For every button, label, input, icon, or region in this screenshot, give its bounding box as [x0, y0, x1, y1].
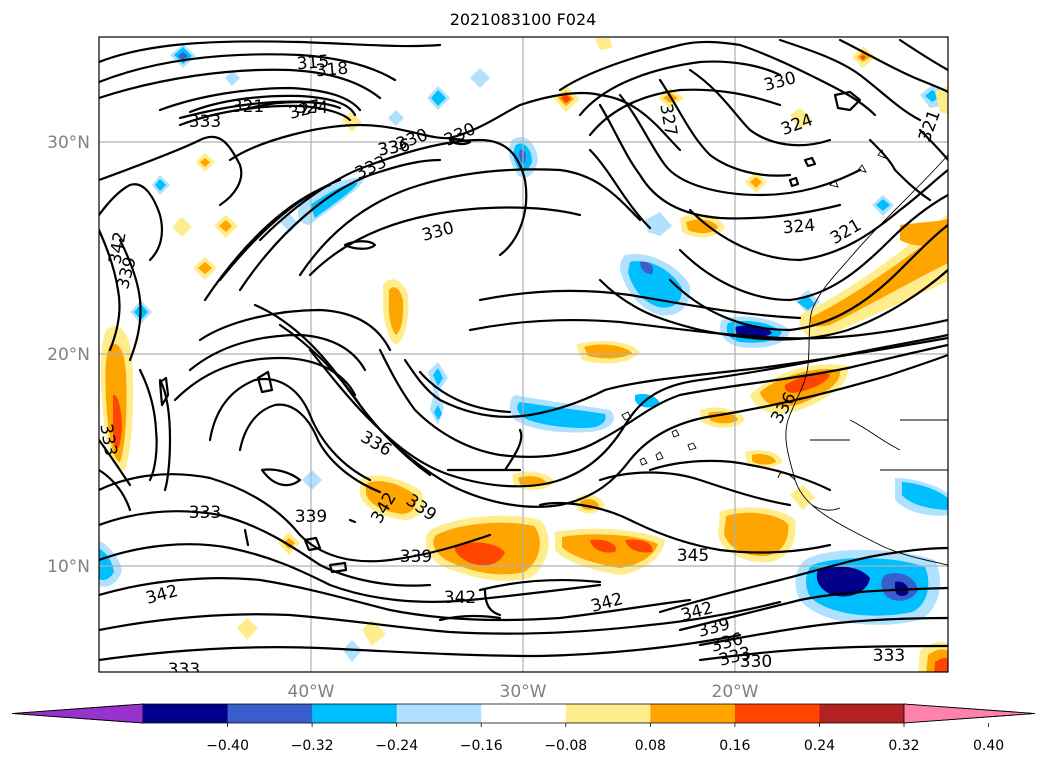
lon-label-40w: 40°W — [288, 682, 335, 702]
contour-label: 318 — [315, 59, 349, 82]
colorbar-tick-label: 0.40 — [973, 738, 1004, 754]
lat-label-10n: 10°N — [47, 557, 90, 577]
colorbar-over-arrow — [903, 703, 1036, 724]
contour-label: 333 — [95, 422, 120, 457]
colorbar-segment — [227, 704, 313, 723]
colorbar-segment — [734, 704, 820, 723]
colorbar-tick-label: 0.08 — [635, 738, 666, 754]
map-frame — [98, 36, 949, 673]
longitude-labels: 40°W 30°W 20°W — [288, 682, 759, 702]
contour-label: 321 — [232, 97, 264, 117]
colorbar-tick-label: 0.24 — [804, 738, 835, 754]
colorbar-segment — [312, 704, 398, 723]
colorbar-tick-label: −0.32 — [291, 738, 334, 754]
latitude-labels: 30°N 20°N 10°N — [47, 133, 90, 577]
colorbar-tick-label: 0.32 — [888, 738, 919, 754]
colorbar-frame — [11, 703, 1036, 724]
colorbar-segment — [481, 704, 567, 723]
contour-label: 345 — [677, 546, 709, 566]
colorbar-segment — [396, 704, 482, 723]
colorbar-segment — [565, 704, 651, 723]
contour-label: 333 — [189, 112, 221, 132]
lon-label-20w: 20°W — [712, 682, 759, 702]
contour-label: 324 — [782, 216, 816, 239]
contour-label: 339 — [295, 507, 327, 527]
colorbar-tick-label: −0.16 — [460, 738, 503, 754]
colorbar-tick-label: −0.40 — [206, 738, 249, 754]
contour-lines — [99, 38, 948, 662]
shaded-field — [99, 38, 948, 672]
graticule — [99, 37, 948, 672]
contour-label: 342 — [444, 588, 476, 608]
colorbar-segment — [819, 704, 905, 723]
contour-label: 333 — [189, 503, 221, 523]
contour-label: 330 — [740, 652, 772, 672]
contour-label: 315 — [296, 52, 330, 75]
contour-label: 333 — [873, 646, 905, 666]
contour-label: 339 — [400, 547, 432, 567]
lon-label-30w: 30°W — [500, 682, 547, 702]
colorbar-tick-labels: −0.40 −0.32 −0.24 −0.16 −0.08 0.08 0.16 0.24 0.3… — [206, 723, 1004, 754]
colorbar-under-arrow — [11, 703, 144, 724]
colorbar-tick-label: 0.16 — [719, 738, 750, 754]
colorbar-tick-label: −0.24 — [375, 738, 418, 754]
colorbar — [11, 703, 1036, 724]
contour-label: 333 — [168, 660, 200, 680]
contour-label: 324 — [296, 98, 328, 118]
colorbar-segment — [143, 704, 229, 723]
figure-title: 2021083100 F024 — [450, 10, 597, 29]
colorbar-tick-label: −0.08 — [544, 738, 587, 754]
lat-label-30n: 30°N — [47, 133, 90, 153]
colorbar-segment — [650, 704, 736, 723]
lat-label-20n: 20°N — [47, 345, 90, 365]
